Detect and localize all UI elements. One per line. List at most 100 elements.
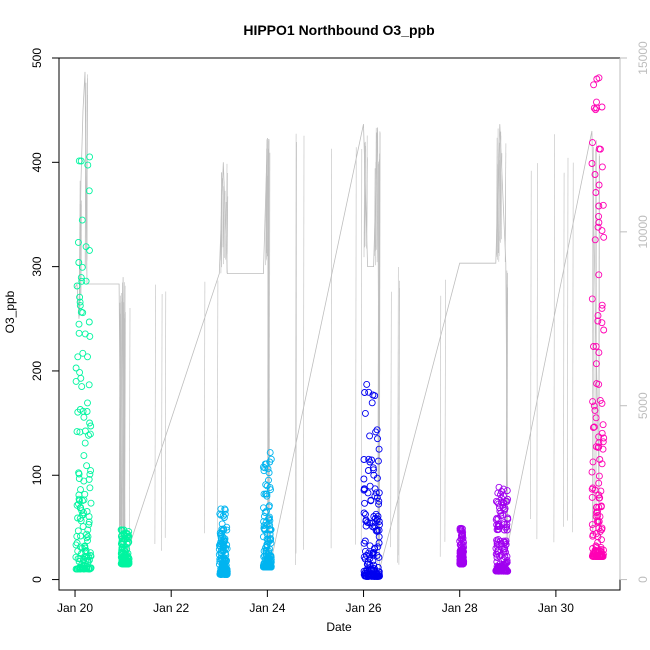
data-point: [266, 458, 274, 466]
data-point: [594, 518, 602, 526]
data-point: [77, 157, 85, 165]
data-point: [87, 467, 95, 475]
altitude-profile-line: [86, 87, 88, 266]
y-axis: 0 100 200 300 400 500: [30, 48, 60, 583]
y2-tick-label: 10000: [636, 215, 650, 249]
data-point: [74, 353, 82, 361]
data-point: [265, 469, 273, 477]
data-point: [595, 181, 603, 189]
altitude-profile-line: [366, 157, 368, 240]
data-point: [598, 399, 606, 407]
data-point: [76, 302, 84, 310]
data-point: [76, 298, 84, 306]
data-point: [361, 547, 369, 555]
data-point: [86, 484, 94, 492]
data-point: [361, 389, 369, 396]
y2-axis: 0 5000 10000 15000: [619, 41, 650, 583]
data-point: [364, 572, 372, 580]
altitude-profile-line: [444, 279, 446, 542]
altitude-profile-line: [80, 204, 82, 295]
data-point: [75, 500, 82, 508]
series-8: [588, 74, 608, 561]
data-point: [77, 374, 85, 382]
data-point: [458, 549, 466, 557]
data-point: [368, 399, 376, 407]
data-point: [372, 428, 380, 436]
data-point: [371, 485, 379, 493]
data-point: [74, 238, 82, 246]
altitude-profile-line: [303, 135, 305, 550]
data-point: [79, 349, 87, 357]
data-point: [369, 557, 377, 565]
data-point: [494, 515, 502, 523]
data-point: [373, 474, 381, 482]
data-point: [598, 103, 606, 111]
altitude-profile-line: [222, 186, 224, 248]
altitude-profile-line: [499, 131, 502, 241]
altitude-profile-line: [121, 298, 123, 542]
data-point: [593, 509, 600, 516]
y-tick-label: 100: [30, 465, 44, 485]
altitude-profile-line: [364, 145, 366, 247]
data-point: [217, 554, 225, 562]
data-point: [86, 419, 94, 427]
altitude-profile-line: [295, 141, 297, 554]
altitude-profile-line: [506, 287, 508, 521]
altitude-line: [74, 71, 601, 570]
altitude-profile-line: [496, 137, 498, 255]
data-point: [72, 364, 80, 372]
data-point: [371, 572, 378, 580]
data-point: [76, 293, 84, 301]
data-point: [360, 475, 368, 483]
data-point: [217, 534, 225, 542]
altitude-profile-line: [506, 272, 509, 518]
altitude-profile-line: [204, 281, 206, 534]
data-point: [265, 549, 273, 557]
data-point: [372, 489, 380, 497]
data-point: [494, 489, 502, 497]
data-point: [592, 360, 600, 368]
altitude-profile-line: [496, 164, 498, 257]
altitude-profile-line: [266, 175, 268, 254]
data-point: [595, 74, 603, 82]
x-tick-label: Jan 30: [538, 601, 574, 615]
data-point: [221, 568, 229, 576]
data-point: [457, 552, 465, 560]
y-tick-label: 300: [30, 256, 44, 276]
data-point: [361, 485, 369, 493]
data-point: [81, 330, 89, 338]
series-7: [492, 483, 512, 575]
data-point: [598, 227, 606, 235]
y-tick-label: 500: [30, 48, 44, 68]
data-point: [600, 233, 608, 241]
altitude-profile-line: [225, 201, 227, 260]
data-point: [590, 343, 597, 350]
data-point: [375, 572, 383, 579]
data-point: [83, 462, 91, 470]
data-point: [260, 553, 268, 561]
altitude-profile-line: [375, 166, 377, 251]
data-point: [75, 475, 83, 483]
data-point: [261, 509, 269, 516]
data-point: [86, 470, 94, 478]
y-tick-label: 200: [30, 361, 44, 381]
data-point: [595, 349, 603, 357]
data-point: [263, 490, 271, 498]
data-point: [75, 320, 83, 328]
data-point: [87, 499, 95, 507]
data-point: [500, 519, 508, 527]
data-point: [590, 423, 598, 431]
altitude-profile-line: [591, 162, 594, 537]
data-point: [458, 532, 466, 540]
altitude-profile-line: [226, 196, 229, 254]
altitude-profile-line: [377, 163, 379, 548]
data-point: [493, 558, 501, 566]
data-point: [367, 497, 375, 505]
altitude-profile-line: [224, 190, 226, 258]
data-point: [84, 161, 92, 169]
data-point: [500, 526, 508, 534]
data-point: [595, 439, 603, 447]
data-point: [266, 558, 274, 565]
data-point: [590, 402, 598, 410]
y-tick-label: 0: [30, 576, 44, 583]
